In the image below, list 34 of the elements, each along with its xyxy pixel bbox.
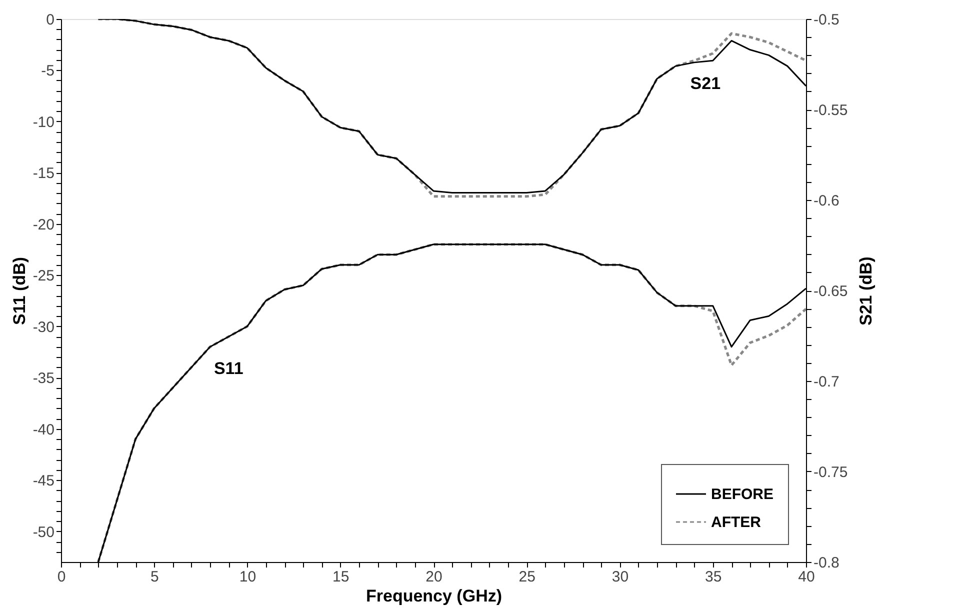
y2-tick-label: -0.7 xyxy=(814,374,840,390)
y2-tick-label: -0.55 xyxy=(814,102,848,119)
y2-axis-title: S21 (dB) xyxy=(856,256,876,326)
y-tick-label: -35 xyxy=(32,370,54,388)
annotation: S11 xyxy=(214,359,244,378)
y-tick-label: -50 xyxy=(32,524,54,541)
x-tick-label: 0 xyxy=(57,568,66,586)
y-tick-label: -30 xyxy=(32,318,54,336)
y2-tick-label: -0.8 xyxy=(814,554,840,572)
y-tick-label: -40 xyxy=(32,421,54,438)
annotation: S21 xyxy=(690,74,721,94)
y2-tick-label: -0.6 xyxy=(814,192,840,210)
y2-tick-label: -0.65 xyxy=(814,283,848,300)
x-axis-title: Frequency (GHz) xyxy=(366,586,502,606)
x-tick-label: 15 xyxy=(332,568,350,586)
legend-label: AFTER xyxy=(711,514,762,531)
y2-tick-label: -0.75 xyxy=(814,464,848,481)
y-tick-label: -5 xyxy=(41,62,54,80)
y-tick-label: -15 xyxy=(32,165,54,182)
y2-tick-label: -0.5 xyxy=(814,12,840,28)
y-tick-label: -20 xyxy=(32,216,54,234)
y-axis-title: S11 (dB) xyxy=(10,256,29,326)
x-tick-label: 30 xyxy=(612,568,629,586)
y-tick-label: -45 xyxy=(32,472,54,490)
legend-label: BEFORE xyxy=(711,486,774,503)
x-tick-label: 10 xyxy=(239,568,256,586)
x-tick-label: 5 xyxy=(150,568,159,586)
y-tick-label: 0 xyxy=(46,12,54,28)
y-tick-label: -25 xyxy=(32,268,54,285)
x-tick-label: 20 xyxy=(426,568,442,586)
x-tick-label: 40 xyxy=(798,568,815,586)
x-tick-label: 35 xyxy=(705,568,722,586)
x-tick-label: 25 xyxy=(518,568,536,586)
y-tick-label: -10 xyxy=(32,114,54,131)
